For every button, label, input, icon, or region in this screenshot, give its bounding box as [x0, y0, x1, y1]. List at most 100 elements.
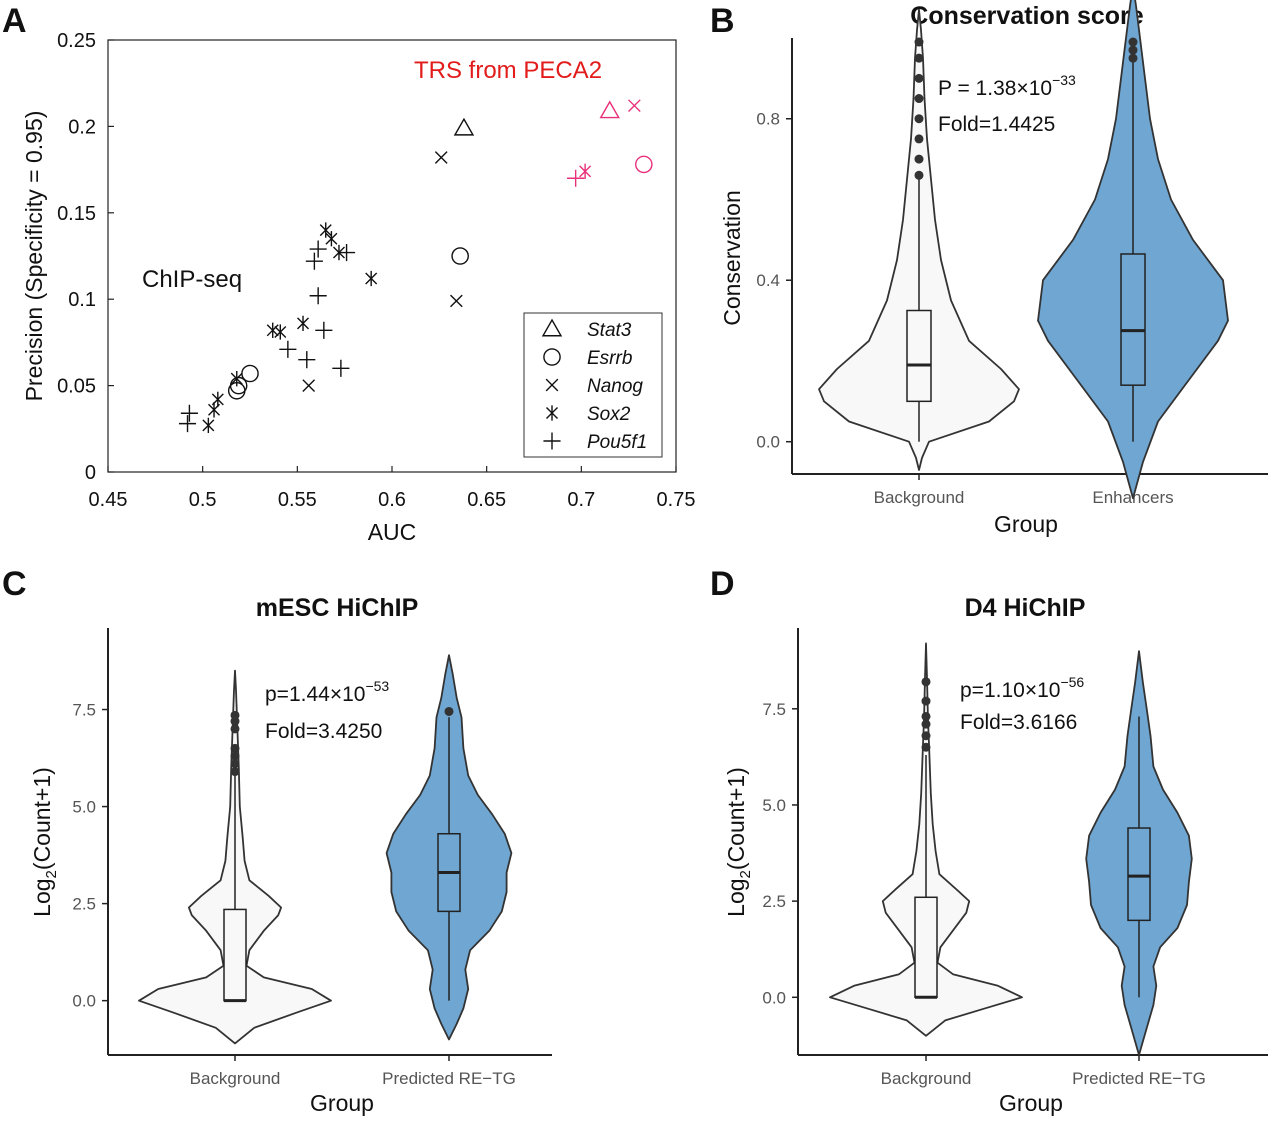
panel-letter-a: A: [2, 2, 27, 40]
p-value-base: p=1.44×10: [265, 683, 365, 706]
x-axis-title: Group: [994, 511, 1058, 537]
outlier-point: [230, 759, 240, 769]
outlier-point: [921, 719, 931, 729]
panel-c-violin: C mESC HiChIP 0.0 2.5 5.0 7.5 Background Pred…: [2, 565, 552, 1116]
p-value-label: p=1.44×10−53: [265, 678, 389, 706]
y-tick-label: 0.2: [68, 116, 96, 138]
panel-letter-c: C: [2, 565, 27, 603]
p-value-exponent: −56: [1060, 674, 1084, 690]
point-pou5f1: [309, 240, 327, 258]
point-sox2: [266, 322, 279, 338]
outlier-point: [1128, 37, 1138, 47]
panel-letter-b: B: [710, 2, 735, 40]
x-tick-label: 0.45: [89, 489, 128, 511]
x-tick-label: 0.5: [189, 489, 217, 511]
legend-label-sox2: Sox2: [587, 404, 631, 425]
x-tick-label: 0.7: [567, 489, 595, 511]
outlier-point: [444, 706, 454, 716]
outlier-point: [914, 37, 924, 47]
point-pou5f1: [180, 404, 198, 422]
y-tick-label: 5.0: [72, 798, 96, 817]
x-tick-label: 0.55: [278, 489, 317, 511]
x-axis-title: AUC: [368, 519, 417, 545]
fold-label: Fold=3.6166: [960, 711, 1077, 734]
x-tick-label: 0.6: [378, 489, 406, 511]
y-tick-label: 0: [85, 462, 96, 484]
box: [1127, 827, 1151, 922]
x-tick-label: Background: [874, 488, 965, 507]
chart-title: D4 HiChIP: [965, 594, 1086, 622]
data-points: [178, 99, 653, 433]
point-nanog: [434, 151, 448, 164]
y-tick-label: 7.5: [762, 700, 786, 719]
legend-marker-sox2: [545, 405, 559, 421]
y-axis-title: Log2(Count+1): [29, 767, 60, 917]
point-sox2: [230, 371, 243, 387]
x-tick-label: Predicted RE−TG: [382, 1069, 516, 1088]
outlier-point: [921, 731, 931, 741]
point-sox2: [319, 222, 332, 238]
point-esrrb: [451, 247, 469, 265]
point-pou5f1: [178, 415, 197, 433]
point-pou5f1: [338, 243, 356, 262]
x-tick-label: Predicted RE−TG: [1072, 1069, 1206, 1088]
outlier-point: [230, 767, 240, 777]
y-tick-label: 0.25: [57, 30, 96, 52]
y-tick-label: 0.8: [756, 110, 780, 129]
point-sox2: [208, 402, 221, 418]
p-value-label: p=1.10×10−56: [960, 674, 1084, 702]
y-tick-label: 0.0: [756, 433, 780, 452]
outlier-point: [914, 154, 924, 164]
x-axis-title: Group: [999, 1090, 1063, 1116]
violin-plot: 0.00.40.8BackgroundEnhancers: [756, 0, 1268, 507]
point-pou5f1: [567, 169, 585, 187]
chipseq-label: ChIP-seq: [142, 266, 242, 293]
legend-label-esrrb: Esrrb: [587, 348, 632, 369]
legend-marker-stat3: [541, 318, 563, 337]
outlier-point: [914, 53, 924, 63]
outlier-point: [914, 73, 924, 83]
violin-plot: 0.0 2.5 5.0 7.5 Background Predicted RE−TG: [72, 628, 552, 1088]
p-value-exponent: −33: [1052, 72, 1076, 88]
outlier-point: [921, 742, 931, 752]
fold-label: Fold=3.4250: [265, 720, 382, 743]
legend-marker-esrrb: [543, 348, 561, 366]
outlier-point: [914, 114, 924, 124]
outlier-point: [921, 711, 931, 721]
panel-letter-d: D: [710, 565, 735, 603]
chart-title: Conservation score: [910, 2, 1144, 30]
y-tick-label: 0.15: [57, 203, 96, 225]
box: [1120, 253, 1146, 386]
point-pou5f1: [309, 287, 327, 305]
point-pou5f1: [332, 359, 350, 377]
point-sox2: [579, 163, 592, 179]
fold-label: Fold=1.4425: [938, 113, 1055, 136]
x-tick-label: 0.75: [657, 489, 696, 511]
y-axis: 0 0.05 0.1 0.15 0.2 0.25: [57, 30, 114, 484]
point-pou5f1: [298, 351, 316, 369]
panel-d-violin: D D4 HiChIP 0.0 2.5 5.0 7.5 Background Predic…: [710, 565, 1268, 1116]
y-tick-label: 0.0: [72, 992, 96, 1011]
legend-marker-nanog: [545, 378, 559, 392]
outlier-point: [230, 724, 240, 734]
point-nanog: [450, 294, 463, 308]
y-axis-title: Conservation: [719, 190, 745, 326]
violin-plot: 0.0 2.5 5.0 7.5 Background Predicted RE−TG: [762, 628, 1268, 1088]
point-stat3: [453, 117, 475, 136]
outlier-point: [1128, 53, 1138, 63]
point-stat3: [599, 100, 620, 119]
point-sox2: [274, 324, 287, 340]
x-tick-label: Background: [190, 1069, 281, 1088]
y-tick-label: 5.0: [762, 796, 786, 815]
chart-title: mESC HiChIP: [256, 594, 419, 622]
p-value-exponent: −53: [365, 678, 389, 694]
y-axis-title: Precision (Specificity = 0.95): [21, 111, 47, 402]
y-tick-label: 0.05: [57, 376, 96, 398]
y-tick-label: 2.5: [72, 895, 96, 914]
outlier-point: [230, 751, 240, 761]
x-axis: 0.45 0.5 0.55 0.6 0.65 0.7 0.75: [89, 466, 696, 511]
point-pou5f1: [279, 340, 297, 358]
point-nanog: [628, 99, 641, 113]
panel-a-scatter: A 0.45 0.5 0.55 0.6 0.65 0.7 0.75 0 0.05 0.1 0.15…: [2, 2, 695, 545]
